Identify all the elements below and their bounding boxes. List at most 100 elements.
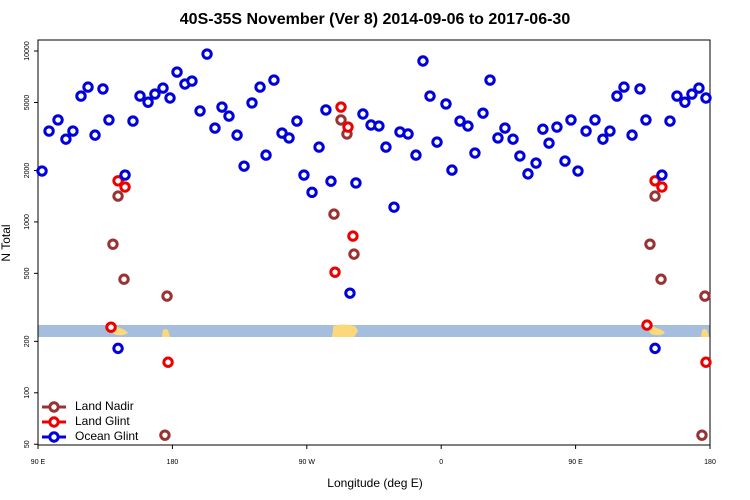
point [52,114,64,126]
point [618,81,630,93]
point [112,175,124,187]
point [604,125,616,137]
point [325,175,337,187]
point [693,82,705,94]
point [335,101,347,113]
point [298,169,310,181]
legend-marker [48,401,60,413]
point [656,181,668,193]
legend-marker [48,416,60,428]
point [119,181,131,193]
point [559,155,571,167]
point [640,114,652,126]
point [254,81,266,93]
x-tick-label: 90 E [568,459,583,466]
point [194,105,206,117]
point [580,125,592,137]
point [644,238,656,250]
point [127,115,139,127]
point [142,96,154,108]
point [699,290,711,302]
legend-label: Ocean Glint [75,429,139,443]
point [626,129,638,141]
point [469,147,481,159]
point [238,160,250,172]
point [134,90,146,102]
point [118,273,130,285]
point [357,108,369,120]
point [112,342,124,355]
point [36,165,48,177]
point [268,74,280,86]
plot-frame [37,39,711,446]
x-axis-label: Longitude (deg E) [327,476,422,490]
point [164,92,176,104]
point [440,98,452,110]
point [161,290,173,302]
point [543,137,555,149]
point [82,81,94,93]
point [209,122,221,134]
point [306,186,318,199]
y-tick-label: 1000 [24,214,31,230]
point [373,120,385,132]
point [611,90,623,102]
point [634,83,646,95]
point [537,123,549,135]
point [344,287,356,299]
point [507,133,519,145]
point [329,266,341,278]
point [171,66,183,78]
point [75,90,87,102]
point [649,342,661,355]
point [686,88,698,100]
y-tick-label: 50 [24,440,31,448]
legend-label: Land Nadir [75,399,134,413]
point [105,321,117,333]
point [89,129,101,141]
x-tick-label: 180 [167,459,179,466]
point [597,133,609,145]
point [700,356,712,368]
point [572,165,584,177]
point [320,104,332,116]
point [149,88,161,100]
y-tick-label: 5000 [24,95,31,111]
x-tick-label: 90 W [299,459,316,466]
point [335,114,347,126]
point [43,125,55,137]
point [103,114,115,126]
point [679,96,691,108]
point [671,90,683,102]
legend-marker [48,431,60,443]
x-tick-label: 90 E [31,459,46,466]
point [342,121,354,133]
point [201,48,213,60]
y-tick-label: 10000 [24,41,31,61]
point [260,149,272,161]
y-tick-label: 100 [24,387,31,399]
point [454,115,466,127]
point [431,136,443,148]
point [589,114,601,126]
point [446,164,458,176]
x-tick-label: 0 [439,459,443,466]
point [283,132,295,144]
point [649,175,661,187]
x-tick-label: 180 [704,459,716,466]
point [492,132,504,144]
point [348,248,360,260]
y-tick-label: 200 [24,335,31,347]
point [60,133,72,145]
point [656,169,668,181]
point [246,97,258,109]
point [313,141,325,153]
point [162,356,174,368]
point [551,121,563,133]
point [97,83,109,95]
point [649,190,661,202]
point [186,75,198,87]
point [119,169,131,181]
point [291,115,303,127]
